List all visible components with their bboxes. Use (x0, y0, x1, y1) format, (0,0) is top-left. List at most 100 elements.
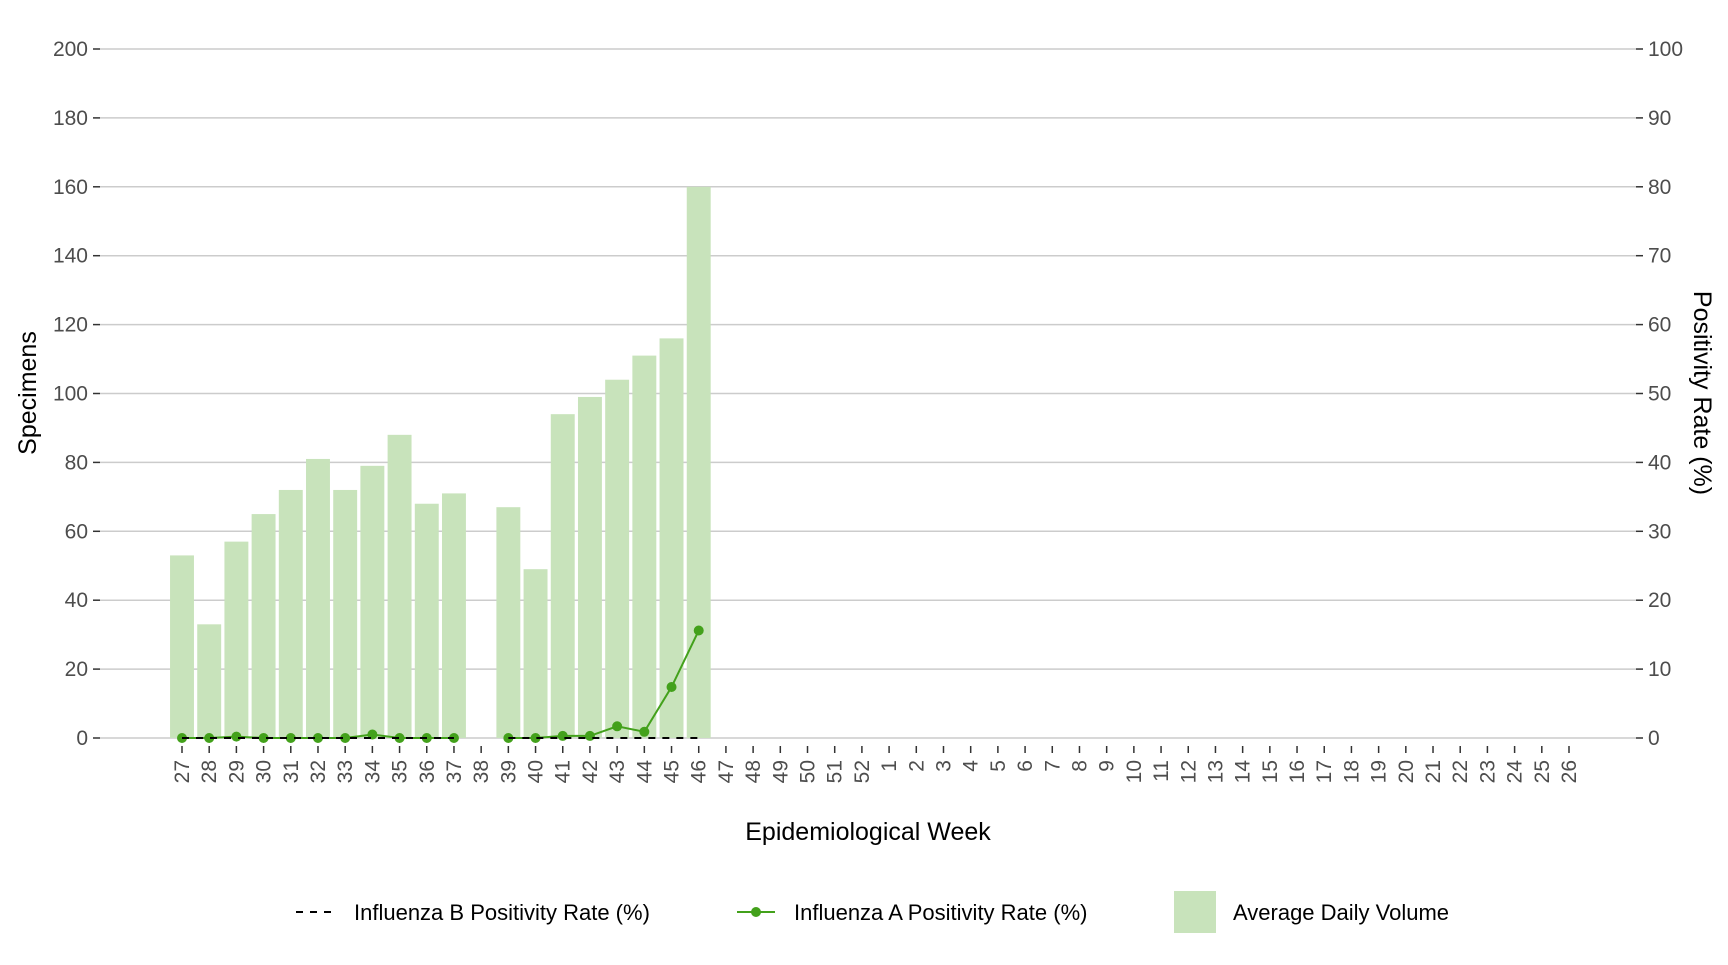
y-tick-label-left: 160 (53, 176, 88, 199)
x-tick-label: 5 (987, 760, 1010, 772)
y-tick-label-left: 40 (65, 589, 88, 612)
x-tick-label: 9 (1096, 760, 1119, 772)
y-tick-label-left: 200 (53, 38, 88, 61)
x-tick-label: 6 (1014, 760, 1037, 772)
x-tick-label: 7 (1041, 760, 1064, 772)
influenza-a-point (530, 733, 541, 743)
bar (550, 414, 575, 738)
bar (686, 186, 711, 739)
bar (360, 465, 385, 738)
y-tick-label-left: 140 (53, 245, 88, 268)
x-tick-label: 51 (824, 760, 847, 783)
y-tick-label-left: 120 (53, 314, 88, 337)
legend-label-influenza-a: Influenza A Positivity Rate (%) (794, 900, 1087, 925)
x-tick-label: 38 (470, 760, 493, 783)
bar (278, 489, 303, 738)
x-tick-label: 37 (443, 760, 466, 783)
x-tick-label: 26 (1558, 760, 1581, 783)
x-tick-label: 42 (579, 760, 602, 783)
x-tick-label: 22 (1449, 760, 1472, 783)
x-tick-label: 25 (1531, 760, 1554, 783)
x-tick-label: 19 (1368, 760, 1391, 783)
bar (605, 379, 630, 738)
x-tick-label: 46 (688, 760, 711, 783)
influenza-a-point (204, 733, 215, 743)
y-tick-label-left: 100 (53, 383, 88, 406)
y-tick-label-right: 40 (1648, 451, 1671, 474)
x-tick-label: 20 (1395, 760, 1418, 783)
y-tick-label-right: 100 (1648, 38, 1683, 61)
influenza-a-point (693, 625, 704, 636)
bar (197, 624, 222, 738)
y-tick-label-right: 70 (1648, 245, 1671, 268)
bar (632, 355, 657, 738)
y-tick-label-right: 50 (1648, 383, 1671, 406)
bar (251, 514, 276, 738)
y-tick-label-left: 60 (65, 520, 88, 543)
y-tick-label-right: 30 (1648, 520, 1671, 543)
x-tick-label: 4 (960, 760, 983, 772)
influenza-a-point (394, 733, 405, 743)
x-tick-label: 29 (225, 760, 248, 783)
y-tick-label-right: 80 (1648, 176, 1671, 199)
legend-key-volume (1174, 891, 1216, 933)
bar (333, 489, 358, 738)
x-tick-label: 40 (525, 760, 548, 783)
x-tick-label: 30 (253, 760, 276, 783)
y-tick-label-right: 20 (1648, 589, 1671, 612)
y-tick-label-right: 10 (1648, 658, 1671, 681)
influenza-a-point (231, 731, 242, 742)
y-tick-label-left: 80 (65, 451, 88, 474)
x-tick-label: 12 (1177, 760, 1200, 783)
x-tick-label: 24 (1504, 760, 1527, 784)
x-tick-label: 2 (905, 760, 928, 772)
x-tick-label: 43 (606, 760, 629, 783)
y-tick-label-left: 0 (76, 727, 88, 750)
x-tick-label: 28 (198, 760, 221, 783)
x-tick-label: 44 (633, 760, 656, 784)
x-tick-label: 35 (389, 760, 412, 783)
x-tick-label: 36 (416, 760, 439, 783)
x-tick-label: 8 (1068, 760, 1091, 772)
influenza-a-point (312, 733, 323, 743)
x-tick-label: 10 (1123, 760, 1146, 783)
influenza-a-point (557, 730, 568, 741)
lines (177, 625, 704, 743)
x-tick-label: 13 (1204, 760, 1227, 783)
x-axis: 27 28 29 30 31 32 33 34 35 36 37 38 39 40 41 42 43 44 45 46… (171, 746, 1581, 783)
y-axis-title-right: Positivity Rate (%) (1688, 291, 1716, 495)
x-tick-label: 39 (497, 760, 520, 783)
x-tick-label: 48 (742, 760, 765, 783)
bar (496, 507, 521, 738)
bar (414, 503, 439, 738)
x-tick-label: 31 (280, 760, 303, 783)
legend-key-influenza-a (737, 907, 775, 917)
bar (170, 555, 194, 738)
bar (306, 458, 330, 738)
gridlines (100, 48, 1636, 739)
y-axis-left: 0 20 40 60 80 100 120 140 160 180 200 (53, 38, 100, 750)
influenza-a-point (639, 726, 650, 737)
influenza-a-point (666, 682, 677, 693)
y-tick-label-left: 180 (53, 107, 88, 130)
influenza-a-point (612, 721, 623, 732)
x-tick-label: 23 (1476, 760, 1499, 783)
bars (170, 186, 711, 739)
x-tick-label: 45 (661, 760, 684, 783)
bar (441, 493, 466, 738)
legend-label-volume: Average Daily Volume (1233, 900, 1449, 925)
x-tick-label: 50 (797, 760, 820, 783)
y-tick-label-right: 90 (1648, 107, 1671, 130)
x-tick-label: 21 (1422, 760, 1445, 783)
x-tick-label: 17 (1313, 760, 1336, 783)
x-tick-label: 27 (171, 760, 194, 783)
x-tick-label: 34 (361, 760, 384, 784)
legend-label-influenza-b: Influenza B Positivity Rate (%) (354, 900, 650, 925)
bar (523, 569, 548, 738)
x-tick-label: 41 (552, 760, 575, 783)
x-tick-label: 15 (1259, 760, 1282, 783)
bar (224, 541, 249, 738)
bar (659, 338, 684, 738)
legend: Influenza B Positivity Rate (%) Influenz… (296, 891, 1449, 933)
